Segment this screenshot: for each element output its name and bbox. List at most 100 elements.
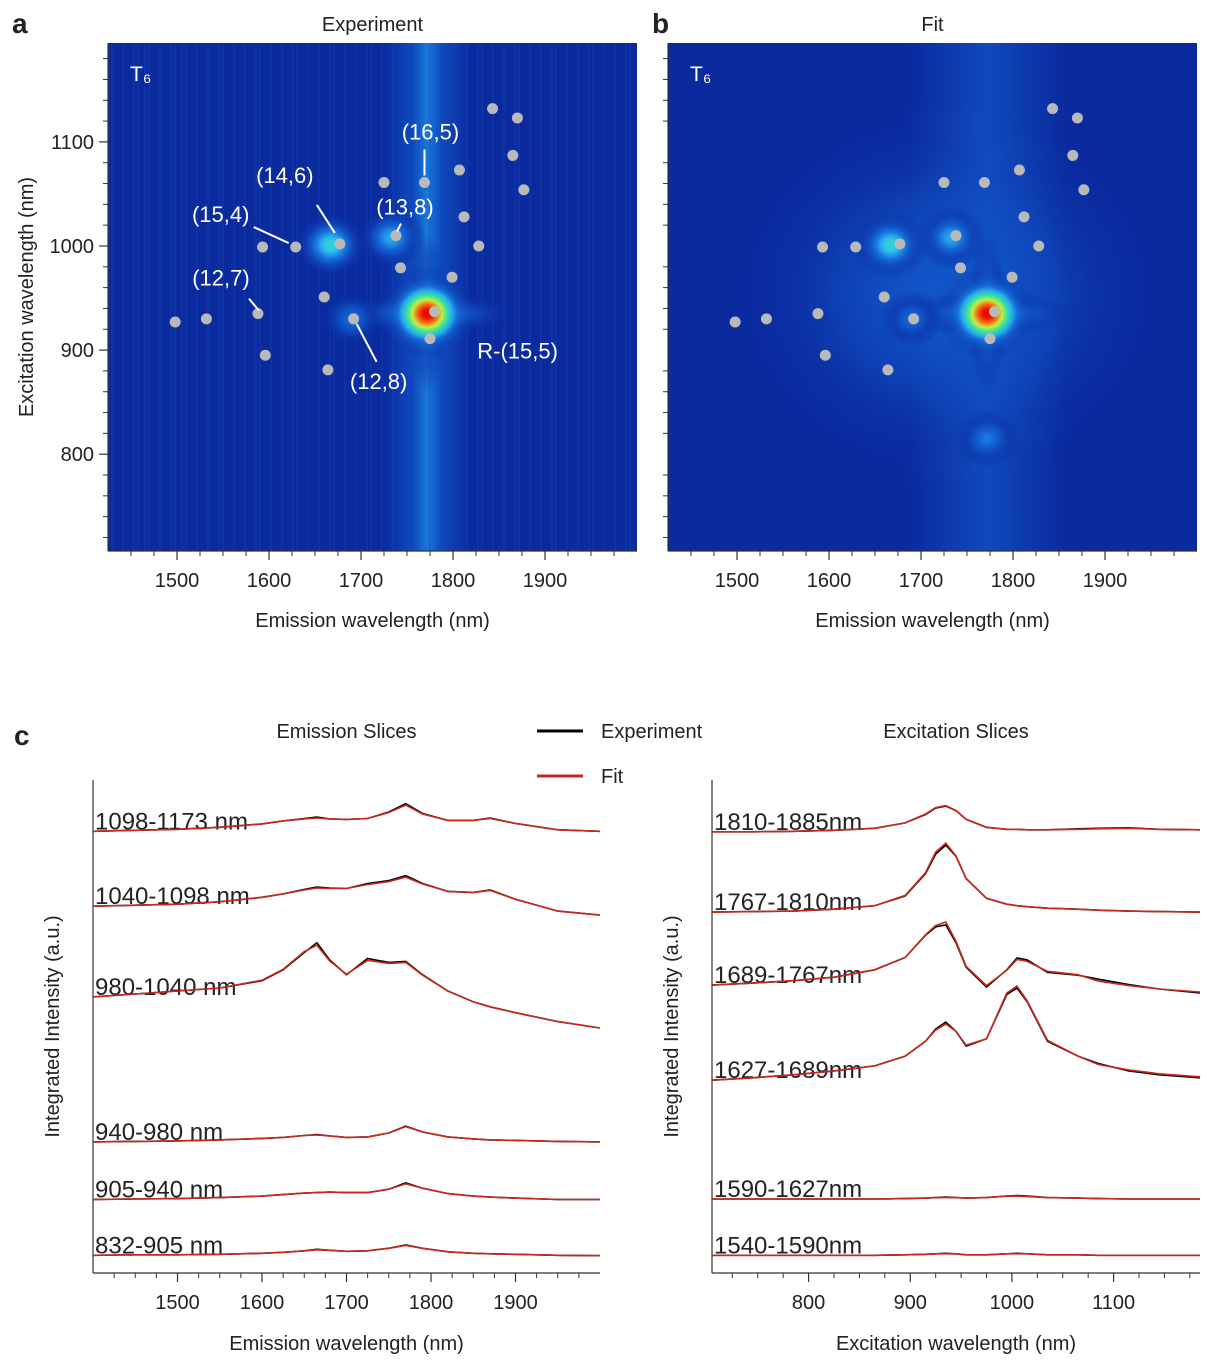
- fit-line: [92, 876, 601, 916]
- fit-line: [92, 1182, 600, 1201]
- fit-line: [711, 841, 1201, 913]
- chirality-point: [950, 230, 962, 242]
- fit-line: [712, 804, 1201, 833]
- x-tick-label: 1500: [155, 570, 200, 592]
- chirality-point: [424, 333, 436, 345]
- chirality-point: [318, 291, 330, 303]
- chirality-point: [348, 313, 360, 325]
- x-tick-label: 1500: [155, 1292, 200, 1314]
- x-tick-label: 1600: [247, 570, 292, 592]
- chart-title: Emission Slices: [276, 721, 416, 743]
- fit-line: [712, 1253, 1200, 1257]
- y-axis-label: Excitation wavelength (nm): [16, 177, 38, 417]
- chirality-point: [507, 149, 519, 161]
- x-tick-label: 1500: [715, 570, 760, 592]
- x-tick-label: 1600: [240, 1292, 285, 1314]
- panel-letter: c: [14, 720, 30, 751]
- annotation: (13,8): [376, 195, 433, 220]
- x-tick-label: 1800: [409, 1292, 454, 1314]
- chirality-point: [989, 306, 1001, 318]
- chirality-point: [984, 333, 996, 345]
- x-tick-label: 1600: [807, 570, 852, 592]
- y-tick-label: 900: [61, 340, 94, 362]
- fit-line: [92, 944, 601, 1029]
- y-tick-label: 800: [61, 444, 94, 466]
- chart-title: Experiment: [322, 14, 424, 36]
- chirality-point: [200, 313, 212, 325]
- annotation-leader: [355, 323, 378, 363]
- chirality-point: [429, 306, 441, 318]
- hotspot: [293, 210, 369, 280]
- chirality-point: [817, 241, 829, 253]
- fit-line: [711, 921, 1201, 993]
- x-axis-label: Emission wavelength (nm): [815, 610, 1050, 632]
- chirality-point: [955, 262, 967, 274]
- annotation-leader: [248, 298, 260, 312]
- hotspot: [377, 267, 478, 360]
- annotation: (16,5): [402, 119, 459, 144]
- chirality-point: [453, 164, 465, 176]
- fit-line: [92, 1244, 601, 1257]
- annotation: (15,4): [192, 202, 249, 227]
- chart-title: Fit: [921, 14, 944, 36]
- chirality-point: [446, 271, 458, 283]
- chirality-point: [760, 313, 772, 325]
- chirality-point: [252, 308, 264, 320]
- annotation: (14,6): [256, 163, 313, 188]
- chirality-point: [418, 176, 430, 188]
- panel-tag: T₆: [130, 63, 151, 86]
- chirality-point: [1033, 240, 1045, 252]
- chirality-point: [390, 230, 402, 242]
- chirality-point: [169, 316, 181, 328]
- fit-line: [92, 1125, 601, 1143]
- y-axis-label: Integrated Intensity (a.u.): [661, 915, 683, 1137]
- chirality-point: [1018, 211, 1030, 223]
- x-tick-label: 1900: [523, 570, 568, 592]
- hotspot: [955, 409, 1020, 468]
- x-tick-label: 1900: [493, 1292, 538, 1314]
- annotation-leader: [396, 223, 402, 233]
- panel-letter: b: [652, 8, 669, 39]
- chirality-point: [1013, 164, 1025, 176]
- heatmap: [108, 43, 637, 551]
- annotation-leader: [315, 204, 336, 234]
- chirality-point: [378, 176, 390, 188]
- chirality-point: [322, 364, 334, 376]
- x-axis-label: Emission wavelength (nm): [229, 1333, 464, 1355]
- chirality-point: [729, 316, 741, 328]
- chirality-point: [1071, 112, 1083, 124]
- annotation-leader: [253, 226, 290, 244]
- chirality-point: [1067, 149, 1079, 161]
- x-tick-label: 1800: [431, 570, 476, 592]
- x-axis-label: Emission wavelength (nm): [255, 610, 490, 632]
- chirality-point: [1078, 184, 1090, 196]
- chirality-point: [878, 291, 890, 303]
- chirality-point: [882, 364, 894, 376]
- x-tick-label: 1100: [1092, 1292, 1135, 1314]
- chirality-point: [395, 262, 407, 274]
- chirality-point: [938, 176, 950, 188]
- chirality-point: [978, 176, 990, 188]
- chirality-point: [257, 241, 269, 253]
- chirality-point: [812, 308, 824, 320]
- chirality-point: [487, 103, 499, 115]
- chirality-point: [850, 241, 862, 253]
- x-tick-label: 1900: [1083, 570, 1128, 592]
- chirality-point: [1006, 271, 1018, 283]
- x-tick-label: 900: [894, 1292, 927, 1314]
- chirality-point: [894, 238, 906, 250]
- x-tick-label: 1800: [991, 570, 1036, 592]
- heatmap: [668, 43, 1197, 551]
- legend-label: Experiment: [601, 721, 703, 743]
- x-tick-label: 1700: [899, 570, 944, 592]
- hotspot: [853, 210, 929, 280]
- x-tick-label: 1000: [990, 1292, 1035, 1314]
- y-tick-label: 1100: [51, 132, 94, 154]
- chirality-point: [511, 112, 523, 124]
- x-tick-label: 1700: [339, 570, 384, 592]
- chirality-point: [908, 313, 920, 325]
- chirality-point: [259, 349, 271, 361]
- chirality-point: [473, 240, 485, 252]
